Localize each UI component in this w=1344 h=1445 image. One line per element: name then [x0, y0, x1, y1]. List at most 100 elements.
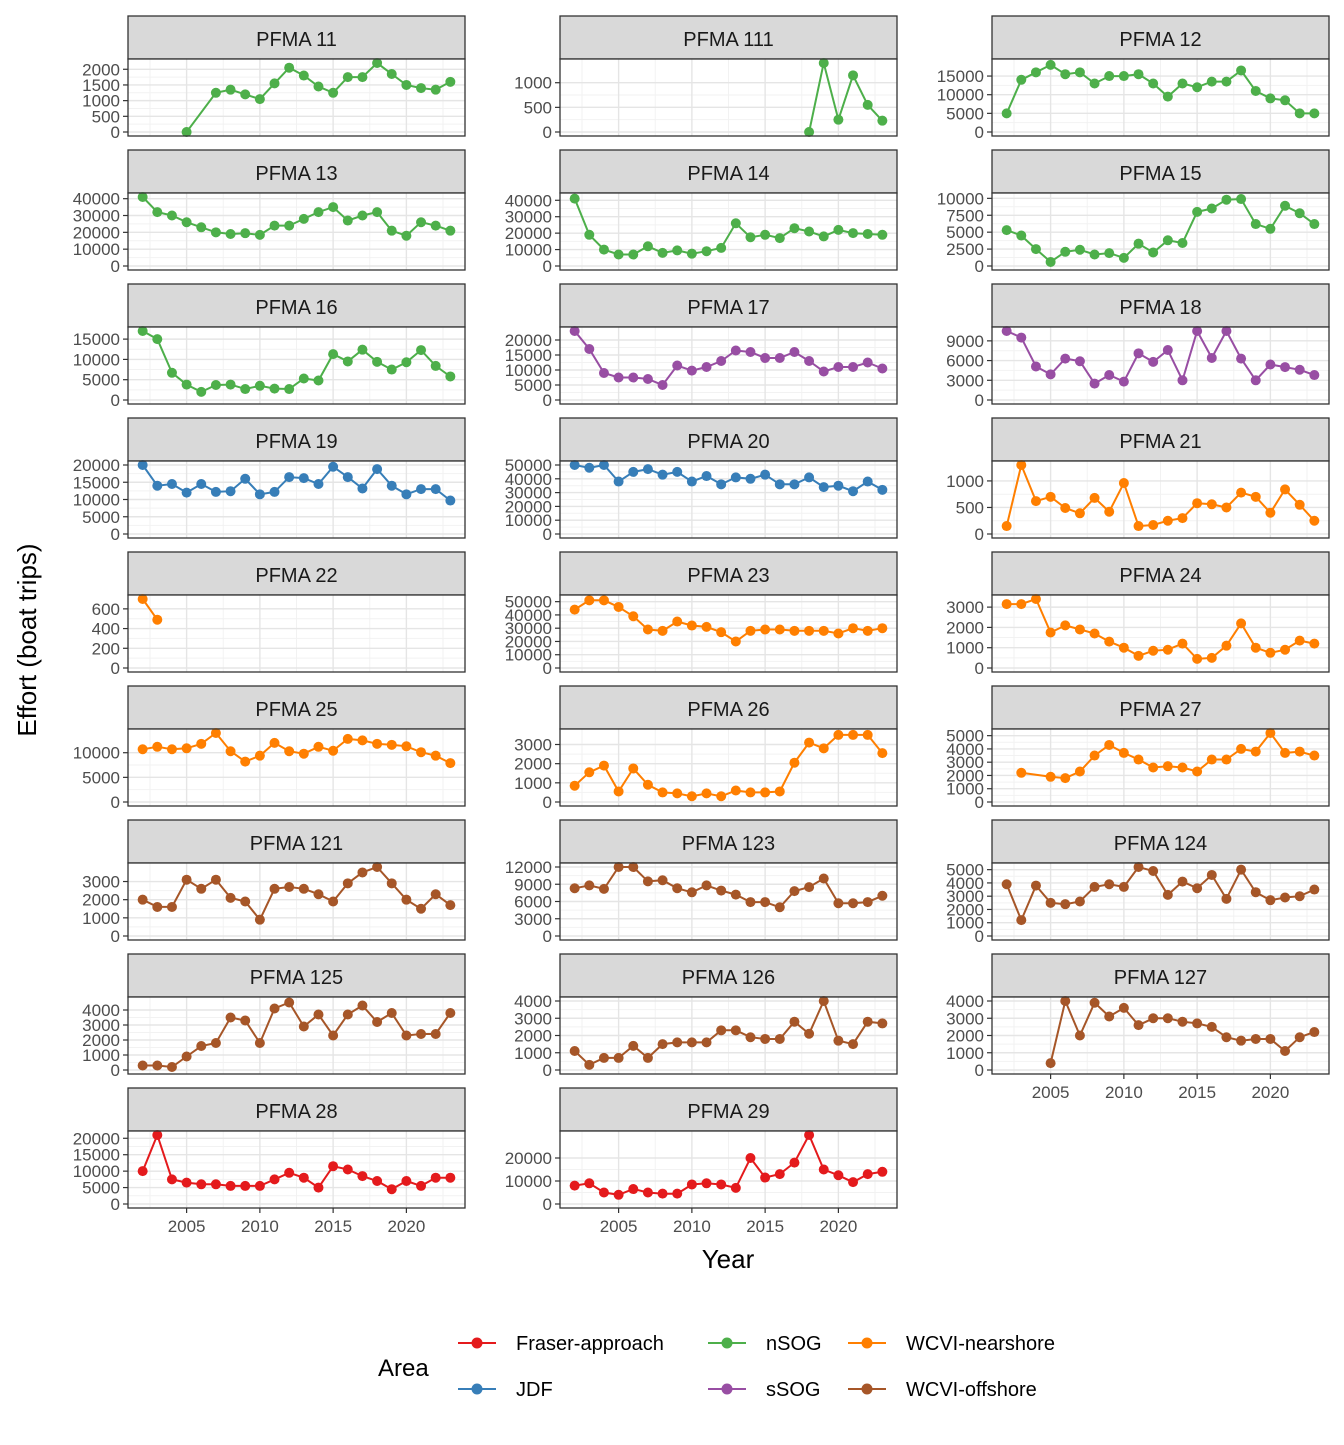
data-point	[196, 738, 207, 749]
data-point	[1177, 78, 1188, 89]
legend-key-point	[471, 1337, 483, 1349]
data-point	[298, 473, 309, 484]
data-point	[254, 914, 265, 925]
data-point	[210, 87, 221, 98]
data-point	[1118, 881, 1129, 892]
data-point	[613, 786, 624, 797]
data-point	[430, 889, 441, 900]
data-point	[254, 489, 265, 500]
data-point	[628, 1040, 639, 1051]
data-point	[833, 1035, 844, 1046]
x-tick-label: 2015	[746, 1217, 784, 1236]
data-point	[716, 627, 727, 638]
panel-title: PFMA 24	[1119, 565, 1201, 587]
y-tick-label: 5000	[82, 508, 120, 527]
data-point	[210, 379, 221, 390]
y-tick-label: 3000	[946, 1009, 984, 1028]
data-point	[642, 779, 653, 790]
data-point	[745, 1032, 756, 1043]
data-point	[328, 87, 339, 98]
data-point	[181, 874, 192, 885]
panel-title: PFMA 18	[1119, 297, 1201, 319]
y-tick-label: 0	[975, 525, 984, 544]
data-point	[789, 886, 800, 897]
data-point	[672, 788, 683, 799]
data-point	[598, 1052, 609, 1063]
data-point	[284, 1167, 295, 1178]
data-point	[760, 1172, 771, 1183]
y-tick-label: 1000	[946, 639, 984, 658]
data-point	[730, 785, 741, 796]
y-tick-label: 10000	[505, 1172, 552, 1191]
data-point	[1206, 1021, 1217, 1032]
data-point	[628, 372, 639, 383]
y-tick-label: 0	[111, 1195, 120, 1214]
data-point	[569, 193, 580, 204]
legend-key-point	[861, 1383, 873, 1395]
data-point	[269, 737, 280, 748]
data-point	[1221, 194, 1232, 205]
data-point	[1294, 499, 1305, 510]
data-point	[569, 460, 580, 470]
legend-item-jdf: JDF	[458, 1379, 553, 1401]
data-point	[1016, 915, 1027, 926]
data-point	[877, 115, 888, 126]
y-tick-label: 6000	[514, 893, 552, 912]
data-point	[657, 1188, 668, 1199]
data-point	[804, 472, 815, 483]
y-tick-label: 10000	[505, 646, 552, 665]
data-point	[657, 380, 668, 390]
data-point	[254, 229, 265, 240]
data-point	[1016, 767, 1027, 778]
data-point	[1294, 891, 1305, 902]
data-point	[1089, 378, 1100, 389]
data-point	[1236, 864, 1247, 875]
data-point	[284, 746, 295, 757]
data-point	[152, 334, 163, 345]
data-point	[166, 901, 177, 912]
data-point	[1280, 1046, 1291, 1057]
data-point	[1206, 76, 1217, 87]
data-point	[372, 464, 383, 475]
data-point	[1294, 108, 1305, 119]
y-tick-label: 20000	[505, 331, 552, 350]
series-line	[142, 1001, 452, 1069]
data-point	[1265, 895, 1276, 906]
data-point	[1309, 219, 1320, 230]
data-point	[1265, 223, 1276, 234]
data-point	[357, 344, 368, 355]
panel-title: PFMA 123	[682, 833, 775, 855]
data-point	[196, 478, 207, 489]
data-point	[1280, 892, 1291, 903]
data-point	[416, 1180, 427, 1191]
data-point	[137, 744, 148, 755]
data-point	[657, 247, 668, 258]
y-tick-label: 50000	[505, 456, 552, 475]
data-point	[642, 241, 653, 252]
data-point	[804, 226, 815, 237]
data-point	[848, 362, 859, 372]
y-tick-label: 2000	[946, 1027, 984, 1046]
data-point	[598, 1187, 609, 1198]
panel-pfma-111: PFMA 111 0 500 1000	[514, 15, 898, 142]
data-point	[584, 595, 595, 606]
data-point	[1221, 893, 1232, 904]
data-point	[877, 363, 888, 374]
data-point	[818, 366, 829, 377]
panel-strip	[127, 953, 466, 998]
y-tick-label: 0	[543, 793, 552, 812]
data-point	[1074, 1030, 1085, 1041]
data-point	[833, 224, 844, 235]
data-point	[848, 228, 859, 239]
plot-border	[559, 728, 898, 807]
data-point	[686, 365, 697, 376]
y-tick-label: 0	[111, 1061, 120, 1080]
data-point	[1133, 862, 1144, 872]
y-tick-label: 0	[975, 927, 984, 946]
data-point	[686, 620, 697, 631]
panel-title: PFMA 15	[1119, 163, 1201, 185]
panel-strip	[991, 953, 1330, 998]
